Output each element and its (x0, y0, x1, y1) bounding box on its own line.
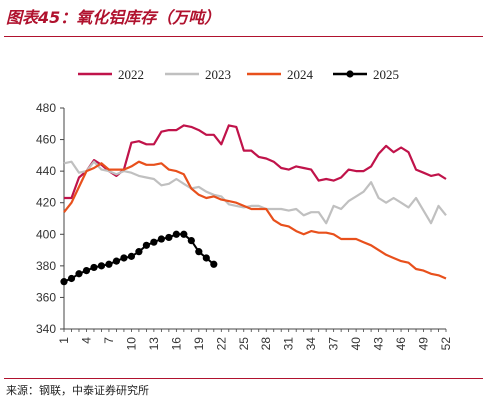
x-tick-label: 31 (282, 337, 296, 351)
legend-label: 2023 (205, 67, 231, 82)
y-tick-label: 400 (36, 227, 56, 241)
x-tick-label: 37 (327, 337, 341, 351)
x-tick-label: 19 (192, 337, 206, 351)
x-axis: 1 4 7 10 13 16 19 22 25 28 31 34 37 40 43 46 49 52 (57, 328, 453, 351)
data-point-2025 (150, 238, 158, 246)
series-layer (60, 124, 447, 286)
data-point-2025 (142, 241, 150, 249)
x-tick-label: 25 (237, 337, 251, 351)
data-point-2025 (202, 254, 210, 262)
x-tick-label: 7 (102, 337, 116, 344)
legend-label: 2024 (287, 67, 314, 82)
legend-label: 2025 (373, 67, 399, 82)
y-tick-label: 340 (36, 322, 56, 336)
series-line-2023 (63, 160, 447, 225)
y-tick-label: 360 (36, 290, 56, 304)
source-divider (4, 378, 483, 379)
y-tick-label: 440 (36, 164, 56, 178)
legend-marker (346, 70, 354, 78)
series-2023 (63, 160, 447, 225)
x-tick-label: 13 (147, 337, 161, 351)
series-line-2022 (64, 124, 447, 200)
y-tick-label: 420 (36, 196, 56, 210)
x-tick-label: 16 (169, 337, 183, 351)
data-point-2025 (97, 262, 106, 270)
x-tick-label: 22 (214, 337, 228, 351)
x-tick-label: 34 (304, 337, 318, 351)
legend-item-2024: 2024 (247, 67, 314, 82)
title-divider (4, 36, 483, 37)
data-point-2025 (195, 248, 203, 256)
legend-item-2023: 2023 (165, 67, 231, 82)
figure-title: 图表45：氧化铝库存（万吨） (6, 8, 221, 27)
data-point-2025 (112, 257, 121, 265)
data-point-2025 (105, 260, 113, 268)
legend-label: 2022 (118, 67, 144, 82)
series-2025 (60, 230, 218, 286)
data-point-2025 (210, 260, 218, 268)
data-point-2025 (120, 254, 128, 262)
x-tick-label: 28 (259, 337, 273, 351)
data-point-2025 (90, 263, 98, 272)
y-tick-label: 480 (36, 101, 56, 115)
data-point-2025 (127, 252, 136, 260)
x-tick-label: 43 (372, 337, 386, 351)
series-2022 (64, 124, 447, 200)
x-tick-label: 49 (417, 337, 431, 351)
x-tick-label: 52 (439, 337, 453, 351)
y-tick-label: 380 (36, 259, 56, 273)
y-axis: 340 360 380 400 420 440 460 480 (36, 101, 65, 336)
data-point-2025 (67, 274, 76, 283)
data-point-2025 (60, 278, 68, 286)
chart-legend: 2022 2023 2024 2025 (78, 67, 399, 82)
data-point-2025 (187, 237, 195, 245)
data-point-2025 (135, 248, 143, 256)
data-point-2025 (75, 270, 83, 278)
x-tick-label: 4 (79, 337, 93, 344)
data-point-2025 (157, 235, 165, 243)
y-tick-label: 460 (36, 133, 56, 147)
legend-item-2022: 2022 (78, 67, 144, 82)
data-point-2025 (82, 266, 91, 275)
x-tick-label: 1 (57, 337, 71, 344)
series-2024 (63, 160, 447, 280)
legend-item-2025: 2025 (333, 67, 399, 82)
data-point-2025 (180, 230, 188, 238)
x-tick-label: 46 (394, 337, 408, 351)
series-line-2024 (63, 160, 447, 280)
data-point-2025 (172, 230, 180, 238)
data-point-2025 (165, 233, 173, 242)
source-note: 来源：钢联，中泰证券研究所 (6, 384, 149, 397)
x-tick-label: 40 (349, 337, 363, 351)
x-tick-label: 10 (124, 337, 138, 351)
